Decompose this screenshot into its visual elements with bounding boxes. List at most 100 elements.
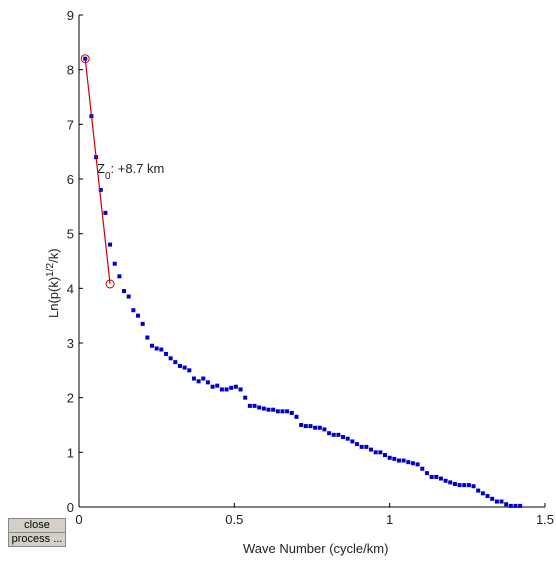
point xyxy=(345,436,350,441)
point xyxy=(177,363,182,368)
annotation-sub: 0 xyxy=(105,171,111,182)
point xyxy=(373,450,378,455)
x-axis-label: Wave Number (cycle/km) xyxy=(243,541,388,556)
y-tick-label: 7 xyxy=(67,117,74,132)
y-axis-label-sup: 1/2 xyxy=(45,262,56,276)
x-tick-label: 1.5 xyxy=(536,512,554,527)
y-tick-label: 1 xyxy=(67,445,74,460)
point xyxy=(275,409,280,414)
point xyxy=(341,435,346,440)
point xyxy=(480,491,485,496)
point xyxy=(280,409,285,414)
y-tick-label: 3 xyxy=(67,336,74,351)
process-button[interactable]: process ... xyxy=(8,532,66,547)
point xyxy=(163,351,168,356)
point xyxy=(359,444,364,449)
point xyxy=(420,466,425,471)
point xyxy=(103,210,108,215)
point xyxy=(140,321,145,326)
point xyxy=(112,261,117,266)
annotation-tail: : +8.7 km xyxy=(111,161,165,176)
point xyxy=(196,379,201,384)
point xyxy=(438,476,443,481)
y-tick-label: 0 xyxy=(67,500,74,515)
point xyxy=(261,406,266,411)
point xyxy=(383,453,388,458)
point xyxy=(513,503,518,508)
point xyxy=(191,376,196,381)
point xyxy=(219,387,224,392)
point xyxy=(471,484,476,489)
point xyxy=(434,474,439,479)
point xyxy=(387,455,392,460)
point xyxy=(205,380,210,385)
point xyxy=(490,496,495,501)
y-tick-label: 5 xyxy=(67,227,74,242)
point xyxy=(462,483,467,488)
point xyxy=(289,410,294,415)
x-tick-label: 0 xyxy=(75,512,82,527)
point xyxy=(313,425,318,430)
point xyxy=(117,274,122,279)
y-tick-label: 9 xyxy=(67,8,74,23)
close-button[interactable]: close xyxy=(8,518,66,533)
point xyxy=(485,494,490,499)
point xyxy=(136,313,141,318)
point xyxy=(452,482,457,487)
y-tick-label: 4 xyxy=(67,281,74,296)
point xyxy=(396,458,401,463)
point xyxy=(159,347,164,352)
point xyxy=(518,503,523,508)
point xyxy=(154,346,159,351)
point xyxy=(233,384,238,389)
point xyxy=(327,431,332,436)
point xyxy=(294,414,299,419)
y-axis-label-main: Ln(p(k) xyxy=(46,277,61,318)
point xyxy=(476,488,481,493)
y-tick-label: 8 xyxy=(67,63,74,78)
point xyxy=(508,503,513,508)
point xyxy=(122,289,127,294)
fit-line xyxy=(84,58,111,285)
y-tick-label: 6 xyxy=(67,172,74,187)
point xyxy=(392,456,397,461)
point xyxy=(173,360,178,365)
fit-endpoint xyxy=(105,279,115,289)
point xyxy=(331,432,336,437)
point xyxy=(243,395,248,400)
x-tick-label: 0.5 xyxy=(225,512,243,527)
point xyxy=(406,460,411,465)
point xyxy=(401,458,406,463)
point xyxy=(466,483,471,488)
fit-endpoint xyxy=(80,54,90,64)
point xyxy=(322,427,327,432)
annotation: Z0: +8.7 km xyxy=(97,161,164,182)
point xyxy=(369,447,374,452)
point xyxy=(285,409,290,414)
annotation-main: Z xyxy=(97,161,105,176)
point xyxy=(299,423,304,427)
point xyxy=(150,343,155,348)
y-axis-label-tail: /k) xyxy=(46,248,61,262)
point xyxy=(98,187,103,192)
point xyxy=(229,385,234,390)
point xyxy=(252,403,257,408)
point xyxy=(215,383,220,388)
point xyxy=(308,424,313,429)
point xyxy=(443,478,448,483)
point xyxy=(378,450,383,455)
x-tick-label: 1 xyxy=(386,512,393,527)
point xyxy=(210,384,215,389)
point xyxy=(429,474,434,479)
point xyxy=(424,471,429,476)
point xyxy=(410,461,415,466)
point xyxy=(336,432,341,437)
point xyxy=(182,365,187,370)
point xyxy=(257,405,262,410)
point xyxy=(303,424,308,429)
point xyxy=(187,368,192,373)
point xyxy=(350,439,355,444)
point xyxy=(126,294,131,299)
